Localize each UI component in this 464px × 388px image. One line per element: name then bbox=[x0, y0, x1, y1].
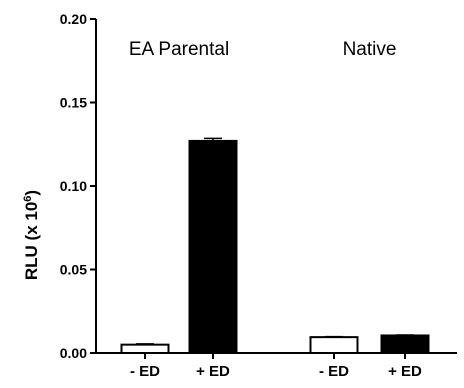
category-label: - ED bbox=[130, 363, 160, 380]
y-tick-label: 0.00 bbox=[60, 345, 87, 361]
bar bbox=[380, 334, 430, 354]
y-axis-title: RLU (x 106) bbox=[22, 190, 41, 280]
y-axis-title-main: RLU (x 10 bbox=[22, 202, 41, 280]
y-axis-title-superscript: 6 bbox=[22, 196, 34, 202]
category-label: + ED bbox=[388, 363, 422, 380]
category-label: - ED bbox=[319, 363, 349, 380]
labels: - ED + ED EA Parental - ED + ED Native bbox=[129, 39, 422, 380]
bars bbox=[120, 137, 430, 355]
y-tick-label: 0.05 bbox=[60, 262, 87, 278]
bar bbox=[188, 139, 238, 354]
y-tick-label: 0.15 bbox=[60, 95, 87, 111]
y-tick-label: 0.10 bbox=[60, 178, 87, 194]
y-tick-label: 0.20 bbox=[60, 11, 87, 27]
bar bbox=[120, 343, 170, 354]
group-label: Native bbox=[343, 39, 397, 60]
y-axis: 0.00 0.05 0.10 0.15 0.20 bbox=[60, 11, 97, 361]
group-label: EA Parental bbox=[129, 39, 229, 60]
bar bbox=[309, 336, 359, 355]
y-axis-title-close: ) bbox=[22, 190, 41, 196]
category-label: + ED bbox=[196, 363, 230, 380]
